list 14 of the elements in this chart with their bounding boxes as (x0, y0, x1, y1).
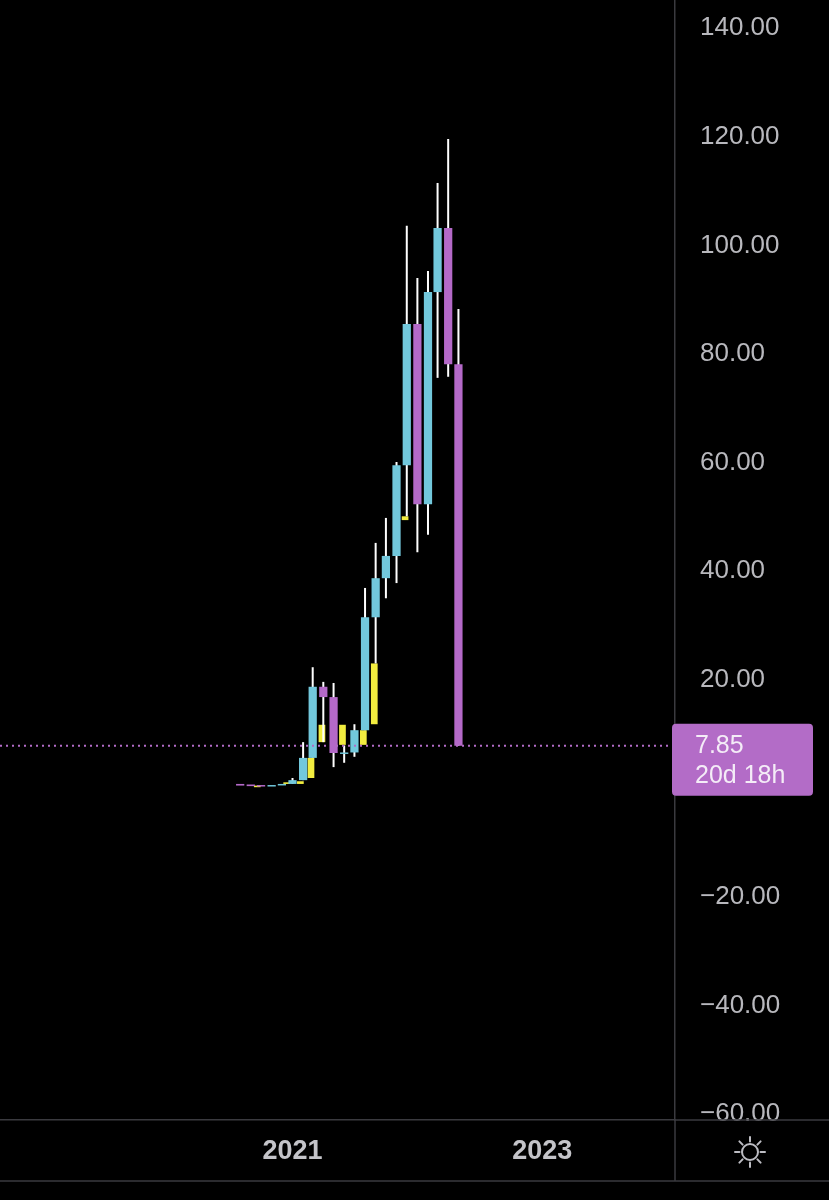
y-tick-label: 20.00 (700, 662, 766, 693)
y-tick-label: 140.00 (700, 11, 780, 42)
x-tick-label: 2021 (262, 1134, 323, 1165)
x-tick-label: 2023 (512, 1134, 573, 1165)
y-tick-label: −20.00 (700, 880, 781, 911)
y-tick-label: 100.00 (700, 228, 780, 259)
y-tick-label: 60.00 (700, 445, 766, 476)
y-tick-label: 80.00 (700, 337, 766, 368)
ref-line-label: 7.85 (695, 729, 744, 758)
y-tick-label: 120.00 (700, 119, 780, 150)
y-tick-label: −60.00 (700, 1097, 781, 1128)
text: 20d 18h (695, 759, 786, 788)
y-tick-label: −40.00 (700, 988, 781, 1019)
y-tick-label: 40.00 (700, 554, 766, 585)
